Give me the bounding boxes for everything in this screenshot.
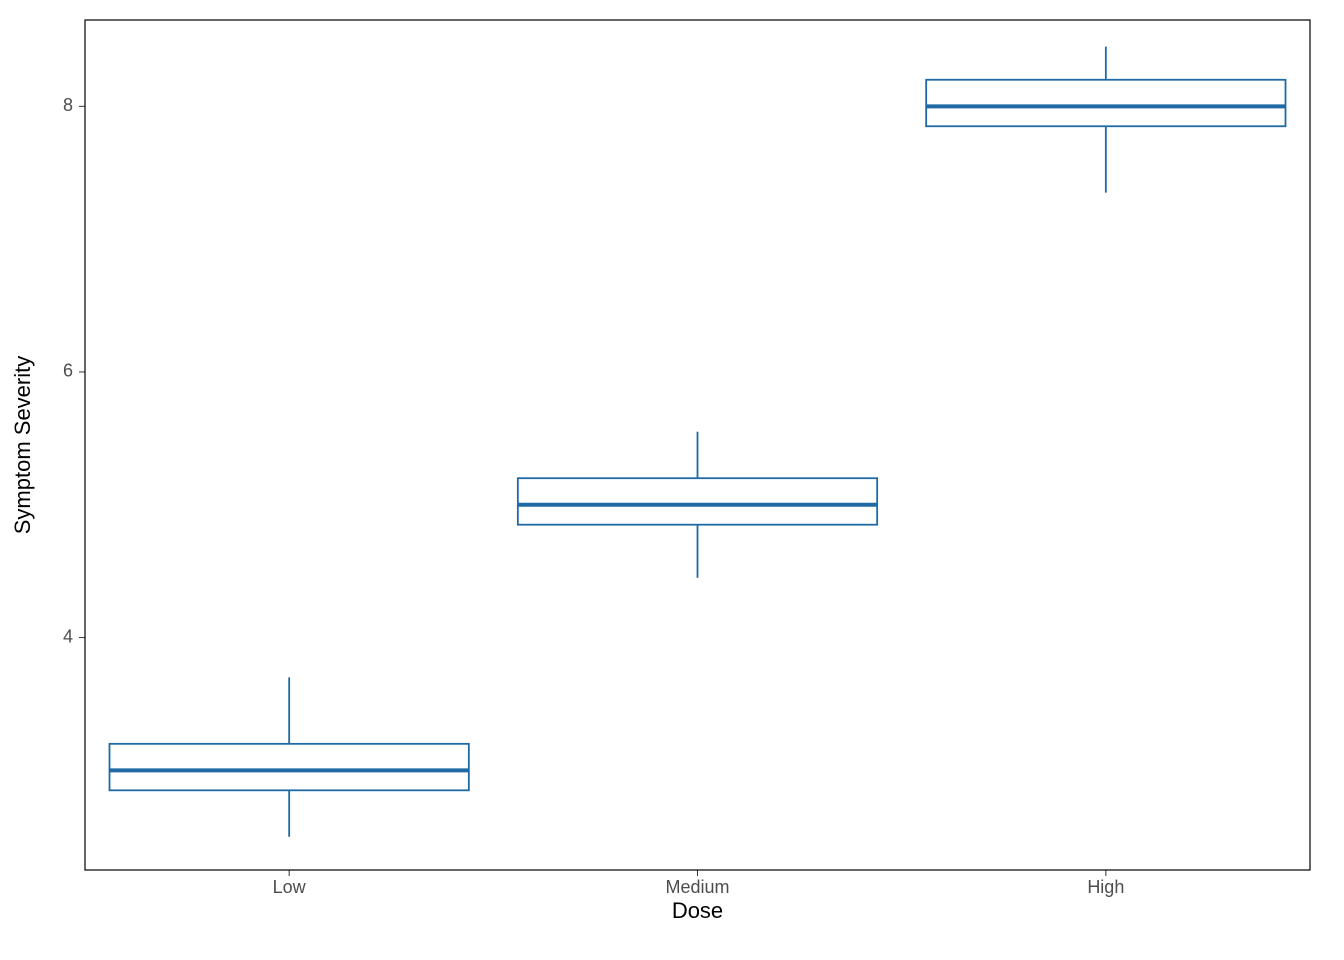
x-tick-label: High (1087, 877, 1124, 897)
x-tick-label: Medium (665, 877, 729, 897)
chart-svg: 4 6 8 Low Medium High Dose Symptom Severity (0, 0, 1344, 960)
x-tick-label: Low (273, 877, 307, 897)
y-tick-label: 6 (63, 361, 73, 381)
y-tick-label: 8 (63, 95, 73, 115)
y-tick-label: 4 (63, 626, 73, 646)
y-axis-title: Symptom Severity (10, 356, 35, 535)
boxplot-chart: 4 6 8 Low Medium High Dose Symptom Severity (0, 0, 1344, 960)
x-axis-title: Dose (672, 898, 723, 923)
